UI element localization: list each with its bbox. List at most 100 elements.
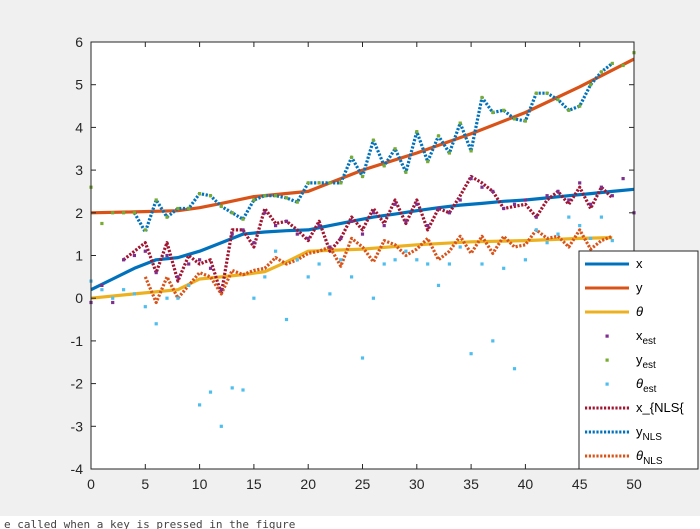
point-y_est — [491, 110, 495, 115]
point-x_est — [480, 185, 484, 189]
y-tick-label: -2 — [71, 376, 84, 392]
status-text: e called when a key is pressed in the fi… — [4, 518, 296, 529]
point-y_est — [512, 117, 517, 121]
legend-swatch-x_est — [605, 334, 609, 338]
point-x_est — [545, 194, 549, 198]
legend-label-x_nls: x_{NLS{ — [636, 400, 684, 415]
point-x_est — [241, 228, 245, 232]
point-y_est — [556, 98, 560, 102]
point-theta_est — [219, 424, 223, 428]
legend-entry-x[interactable]: x — [585, 256, 643, 271]
point-y_est — [360, 174, 365, 179]
legend-entry-y_est[interactable]: yest — [605, 352, 657, 371]
point-theta_est — [198, 403, 202, 407]
y-tick-label: 5 — [75, 77, 83, 93]
x-axis: 0 5 10 15 20 25 30 35 40 45 50 — [87, 42, 642, 492]
point-x_est — [415, 202, 419, 206]
point-theta_est — [480, 262, 484, 266]
point-theta_est — [274, 249, 278, 253]
point-y_est — [545, 91, 549, 95]
point-theta_est — [393, 258, 397, 262]
point-theta_est — [415, 258, 419, 262]
point-x_est — [208, 266, 213, 270]
point-theta_est — [610, 239, 614, 243]
point-x_est — [599, 185, 603, 189]
point-theta_est — [589, 236, 593, 240]
point-theta_est — [187, 283, 191, 287]
point-y_est — [252, 198, 256, 202]
x-tick-label: 30 — [409, 476, 425, 492]
series-line-theta_nls — [143, 228, 613, 305]
point-y_est — [447, 151, 451, 155]
point-y_est — [306, 181, 310, 185]
point-y_est — [122, 211, 126, 215]
point-theta_est — [578, 224, 582, 228]
point-x_est — [610, 194, 614, 198]
point-y_est — [165, 215, 169, 219]
x-tick-label: 20 — [300, 476, 316, 492]
point-y_est — [534, 91, 538, 95]
legend-swatch-y_est — [605, 358, 609, 362]
legend-entry-y[interactable]: y — [585, 280, 643, 295]
point-theta_est — [523, 258, 527, 262]
point-y_est — [339, 181, 343, 185]
legend-label-y: y — [636, 280, 643, 295]
point-x_est — [176, 275, 180, 279]
legend-entry-y_nls[interactable]: yNLS — [585, 424, 662, 443]
point-x_est — [447, 211, 451, 215]
point-y_est — [523, 119, 527, 123]
point-theta_est — [360, 356, 365, 360]
point-x_est — [512, 202, 517, 206]
legend-label-theta: θ — [636, 304, 643, 319]
point-theta_est — [306, 275, 310, 279]
legend-label-theta_nls: θNLS — [636, 448, 663, 467]
point-y_est — [382, 164, 386, 168]
point-x_est — [491, 189, 495, 193]
legend-label-y_est: yest — [636, 352, 656, 371]
point-theta_est — [556, 232, 560, 236]
x-tick-label: 50 — [626, 476, 642, 492]
point-theta_est — [469, 352, 473, 356]
point-y_est — [610, 61, 614, 65]
legend-swatch-theta_est — [605, 382, 609, 386]
point-y_est — [154, 198, 158, 202]
x-tick-label: 25 — [355, 476, 371, 492]
point-y_est — [241, 217, 245, 221]
point-y_est — [415, 130, 419, 134]
point-theta_est — [512, 367, 517, 371]
y-tick-label: 6 — [75, 34, 83, 50]
point-theta_est — [154, 322, 158, 326]
point-y_est — [404, 170, 408, 174]
x-tick-label: 45 — [572, 476, 588, 492]
legend-label-theta_est: θest — [636, 376, 657, 395]
legend-entry-x_nls[interactable]: x_{NLS{ — [585, 400, 684, 415]
point-x_est — [306, 236, 310, 240]
legend-entry-theta[interactable]: θ — [585, 304, 643, 319]
x-tick-label: 35 — [463, 476, 479, 492]
point-x_est — [187, 262, 191, 266]
point-y_est — [263, 194, 267, 198]
point-x_est — [436, 206, 441, 211]
point-y_est — [274, 194, 278, 198]
point-y_est — [436, 134, 441, 138]
legend-entry-theta_nls[interactable]: θNLS — [585, 448, 663, 467]
point-x_est — [589, 202, 593, 206]
point-theta_est — [458, 245, 462, 249]
y-tick-label: 4 — [75, 119, 83, 135]
legend-label-x_est: xest — [636, 328, 656, 347]
point-y_est — [295, 200, 299, 204]
y-axis: -4 -3 -2 -1 0 1 2 3 4 5 6 — [71, 34, 634, 477]
point-x_est — [404, 219, 408, 223]
point-theta_est — [447, 262, 451, 266]
legend-entry-theta_est[interactable]: θest — [605, 376, 657, 395]
point-x_est — [393, 202, 397, 206]
point-x_est — [328, 245, 332, 249]
y-tick-label: -1 — [71, 333, 84, 349]
point-y_est — [589, 83, 593, 87]
point-theta_est — [132, 292, 136, 296]
point-x_est — [371, 211, 375, 215]
legend[interactable]: xyθ xest yest θest x_{NLS{ yNLS θNLS — [578, 250, 699, 470]
legend-entry-x_est[interactable]: xest — [605, 328, 657, 347]
point-y_est — [502, 108, 506, 112]
